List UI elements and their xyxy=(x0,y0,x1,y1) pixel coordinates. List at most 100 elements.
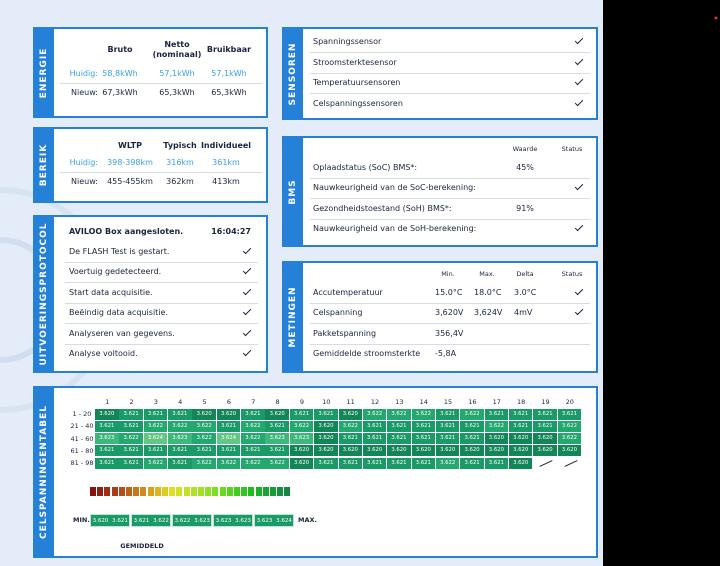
cell-voltage: 3.620 xyxy=(411,445,436,457)
column-number: 12 xyxy=(370,398,380,406)
cell-voltage: 3.621 xyxy=(314,457,338,469)
zoom-value: 3.622 xyxy=(153,517,169,524)
protocol-title: AVILOO Box aangesloten. xyxy=(69,227,184,236)
cell-voltage: 3.620 xyxy=(484,445,509,457)
gradient-segment xyxy=(226,487,233,496)
panel xyxy=(33,127,268,203)
measurement-value: 3,620V xyxy=(435,308,464,318)
cell-voltage: 3.620 xyxy=(192,408,216,420)
gradient-segment xyxy=(169,487,176,496)
gradient-segment xyxy=(234,487,240,496)
cell-voltage: 3.622 xyxy=(557,433,582,445)
cell-voltage: 3.620 xyxy=(95,408,119,420)
row-divider xyxy=(65,262,258,263)
panel-label: CELSPANNINGENTABEL xyxy=(38,405,49,539)
panel-label: METINGEN xyxy=(287,286,298,348)
cell-voltage: 3.620 xyxy=(338,445,363,457)
cell-voltage: 3.624 xyxy=(143,433,168,445)
cell-voltage: 3.620 xyxy=(484,433,509,445)
cell-voltage: 3.622 xyxy=(241,420,265,432)
row-label: Huidig: xyxy=(69,158,98,167)
bms-value: 91% xyxy=(516,203,534,213)
sensor-name: Celspanningssensoren xyxy=(313,98,403,108)
cell-voltage: 3.621 xyxy=(508,420,533,432)
cell-voltage: 3.621 xyxy=(435,433,460,445)
cell-voltage: 3.620 xyxy=(508,433,533,445)
column-header: Min. xyxy=(441,270,455,278)
zoom-value: 3.620 xyxy=(92,517,109,524)
gradient-segment xyxy=(212,487,219,496)
bms-label: Oplaadstatus (SoC) BMS*: xyxy=(313,163,418,172)
panel-label: ENERGIE xyxy=(38,47,49,98)
gradient-segment xyxy=(241,487,248,496)
zoom-value: 3.622 xyxy=(174,517,191,524)
cell-value: 455-455km xyxy=(107,177,153,186)
cell-voltage: 3.621 xyxy=(119,408,143,420)
measurement-label: Celspanning xyxy=(313,308,363,318)
cell-voltage: 3.621 xyxy=(338,433,363,445)
cell-voltage: 3.622 xyxy=(143,457,168,469)
gradient-segment xyxy=(147,487,154,496)
row-divider xyxy=(310,178,590,179)
gradient-segment xyxy=(126,487,132,496)
measurement-label: Accutemperatuur xyxy=(313,288,383,297)
cell-voltage: 3.621 xyxy=(338,457,363,469)
column-number: 5 xyxy=(202,398,207,406)
row-divider xyxy=(310,303,590,304)
row-range: 41 - 60 xyxy=(70,434,94,443)
cell-voltage: 3.621 xyxy=(241,445,265,457)
zoom-value: 3.621 xyxy=(112,517,128,524)
cell-voltage: 3.621 xyxy=(460,433,484,445)
cell-voltage: 3.620 xyxy=(362,445,387,457)
gradient-segment xyxy=(111,487,118,496)
panel-strip xyxy=(33,215,54,373)
gradient-segment xyxy=(162,487,168,496)
cell-voltage: 3.621 xyxy=(314,408,338,420)
column-number: 1 xyxy=(105,398,110,406)
cell-value: 361km xyxy=(212,158,240,167)
cell-voltage: 3.620 xyxy=(216,408,241,420)
column-header: Netto (nominaal) xyxy=(152,40,202,59)
cell-voltage: 3.621 xyxy=(143,445,168,457)
cell-voltage: 3.620 xyxy=(289,445,314,457)
cell-voltage: 3.620 xyxy=(387,445,411,457)
gradient-segment xyxy=(270,487,276,496)
column-number: 19 xyxy=(541,398,550,406)
cell-voltage: 3.622 xyxy=(241,433,265,445)
cell-value: 316km xyxy=(166,158,194,167)
measurement-value: -5,8A xyxy=(435,349,457,359)
cell-voltage: 3.621 xyxy=(460,420,484,432)
panel-strip xyxy=(33,127,54,203)
zoom-value: 3.624 xyxy=(276,517,292,524)
cell-voltage: 3.621 xyxy=(119,420,143,432)
row-divider xyxy=(60,83,262,84)
column-number: 6 xyxy=(226,398,231,406)
gradient-segment xyxy=(255,487,262,496)
column-number: 9 xyxy=(299,398,305,406)
zoom-value: 3.623 xyxy=(194,517,210,524)
cell-voltage: 3.621 xyxy=(119,445,143,457)
measurement-value: 3.0°C xyxy=(514,288,537,297)
cell-voltage: 3.622 xyxy=(192,433,216,445)
cell-voltage: 3.621 xyxy=(95,420,119,432)
bms-value: 45% xyxy=(516,163,534,172)
row-divider xyxy=(310,218,590,220)
row-divider xyxy=(60,172,262,173)
cell-value: 65,3kWh xyxy=(211,88,247,97)
row-label: Nieuw: xyxy=(71,88,98,97)
row-divider xyxy=(310,343,590,345)
cell-voltage: 3.623 xyxy=(289,433,314,445)
cell-voltage: 3.622 xyxy=(119,433,143,445)
cell-voltage: 3.620 xyxy=(533,445,557,457)
cell-voltage: 3.621 xyxy=(435,420,460,432)
protocol-step: Analyse voltooid. xyxy=(69,349,138,358)
average-label: GEMIDDELD xyxy=(120,542,164,550)
zoom-box xyxy=(131,514,171,527)
cell-voltage: 3.620 xyxy=(338,408,363,420)
column-header: Individueel xyxy=(200,141,252,150)
cell-voltage: 3.624 xyxy=(216,433,241,445)
gradient-segment xyxy=(90,487,96,496)
cell-voltage: 3.622 xyxy=(143,420,168,432)
column-header: Typisch xyxy=(163,141,197,150)
cell-voltage: 3.622 xyxy=(289,420,314,432)
